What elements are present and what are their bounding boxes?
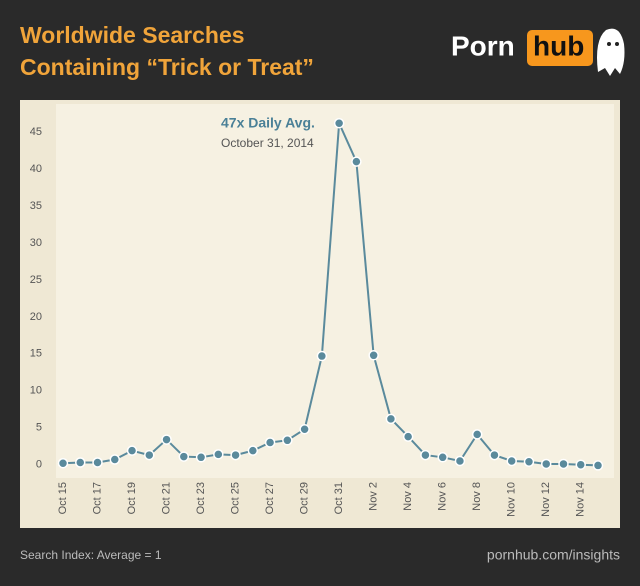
logo: Porn hub bbox=[451, 28, 625, 76]
footnote: Search Index: Average = 1 bbox=[20, 548, 162, 562]
data-point bbox=[299, 423, 310, 435]
x-tick-label: Oct 19 bbox=[126, 482, 138, 514]
x-tick-label: Oct 21 bbox=[160, 482, 172, 514]
data-point bbox=[282, 435, 293, 446]
data-point bbox=[351, 156, 362, 167]
y-tick-label: 30 bbox=[30, 237, 42, 249]
data-point bbox=[506, 455, 517, 467]
y-tick-label: 15 bbox=[30, 348, 42, 360]
y-tick-label: 0 bbox=[36, 459, 42, 471]
data-point bbox=[523, 456, 535, 467]
y-tick-label: 10 bbox=[30, 385, 42, 397]
y-tick-label: 45 bbox=[30, 126, 42, 138]
ghost-icon bbox=[597, 28, 625, 76]
annotation: 47x Daily Avg. bbox=[221, 115, 315, 131]
data-point bbox=[437, 452, 448, 463]
logo-text: Porn bbox=[451, 30, 515, 61]
x-tick-label: Oct 15 bbox=[57, 482, 69, 514]
data-point bbox=[144, 449, 155, 461]
data-point bbox=[126, 445, 138, 456]
logo-text: hub bbox=[533, 30, 584, 61]
x-tick-label: Nov 4 bbox=[402, 482, 414, 511]
x-tick-label: Nov 10 bbox=[506, 482, 518, 517]
data-point bbox=[178, 451, 190, 462]
ghost-eye bbox=[615, 42, 619, 46]
data-point bbox=[316, 350, 328, 362]
data-point bbox=[575, 459, 586, 470]
data-point bbox=[109, 454, 121, 465]
data-point bbox=[368, 350, 379, 361]
x-tick-label: Oct 31 bbox=[333, 482, 345, 514]
data-point bbox=[213, 449, 224, 460]
y-tick-label: 40 bbox=[30, 163, 42, 175]
data-point bbox=[402, 431, 414, 442]
data-point bbox=[92, 457, 103, 468]
logo-box bbox=[527, 30, 593, 66]
data-point bbox=[333, 117, 345, 129]
data-point bbox=[471, 429, 483, 440]
x-tick-label: Nov 2 bbox=[368, 482, 380, 511]
data-point bbox=[75, 457, 86, 468]
ghost-eye bbox=[607, 42, 611, 46]
y-tick-label: 5 bbox=[36, 422, 42, 434]
data-point bbox=[592, 460, 604, 471]
source: pornhub.com/insights bbox=[487, 547, 620, 563]
x-tick-label: Oct 25 bbox=[229, 482, 241, 514]
x-tick-label: Nov 14 bbox=[575, 482, 587, 517]
chart-title: Worldwide Searches bbox=[20, 22, 245, 48]
chart-subtitle: Containing “Trick or Treat” bbox=[20, 54, 314, 80]
x-tick-label: Oct 29 bbox=[299, 482, 311, 514]
data-point bbox=[385, 413, 397, 425]
data-point bbox=[230, 449, 241, 461]
x-tick-label: Oct 27 bbox=[264, 482, 276, 514]
y-tick-label: 25 bbox=[30, 274, 42, 286]
data-point bbox=[195, 452, 207, 463]
data-point bbox=[540, 458, 552, 470]
plot-area bbox=[56, 104, 614, 478]
x-tick-label: Nov 6 bbox=[437, 482, 449, 511]
annotation-date: October 31, 2014 bbox=[221, 136, 314, 150]
x-tick-label: Oct 17 bbox=[91, 482, 103, 514]
data-point bbox=[57, 457, 69, 469]
y-tick-label: 20 bbox=[30, 311, 42, 323]
x-tick-label: Nov 12 bbox=[540, 482, 552, 517]
data-point bbox=[247, 445, 259, 456]
y-tick-label: 35 bbox=[30, 200, 42, 212]
data-point bbox=[420, 449, 431, 461]
data-point bbox=[558, 458, 569, 470]
data-point bbox=[454, 455, 466, 467]
data-point bbox=[264, 437, 276, 448]
x-tick-label: Nov 8 bbox=[471, 482, 483, 511]
x-tick-label: Oct 23 bbox=[195, 482, 207, 514]
data-point bbox=[489, 449, 500, 461]
data-point bbox=[161, 434, 172, 445]
